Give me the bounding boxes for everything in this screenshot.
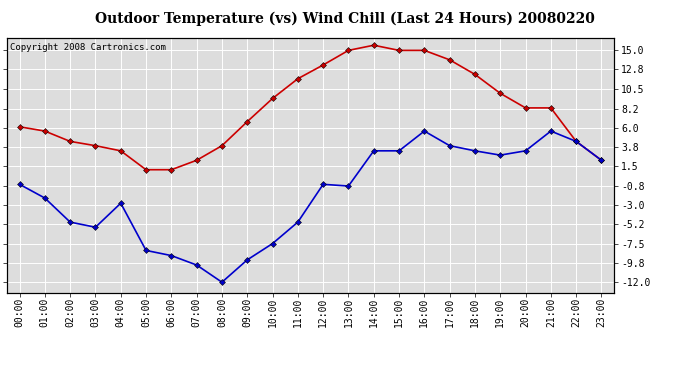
Text: Copyright 2008 Cartronics.com: Copyright 2008 Cartronics.com [10,43,166,52]
Text: Outdoor Temperature (vs) Wind Chill (Last 24 Hours) 20080220: Outdoor Temperature (vs) Wind Chill (Las… [95,11,595,26]
